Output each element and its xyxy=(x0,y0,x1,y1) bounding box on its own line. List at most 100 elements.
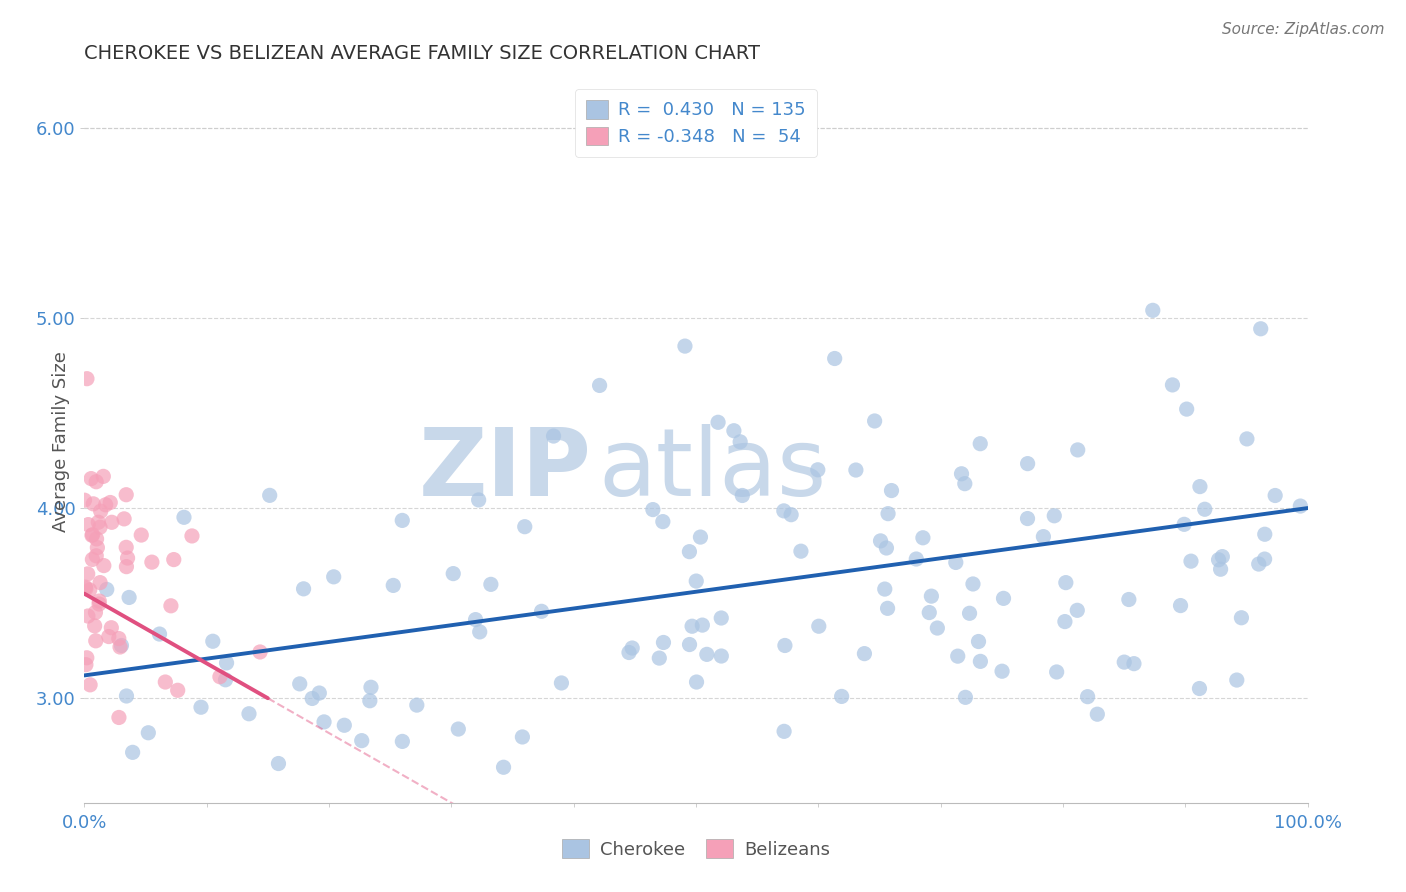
Point xyxy=(772,504,794,518)
Point xyxy=(648,651,671,665)
Point xyxy=(967,634,990,648)
Point xyxy=(1077,690,1099,704)
Point xyxy=(464,613,486,627)
Point xyxy=(115,559,138,574)
Point xyxy=(773,724,796,739)
Point xyxy=(82,497,104,511)
Point xyxy=(479,577,502,591)
Point xyxy=(399,806,422,821)
Point xyxy=(969,654,991,668)
Point xyxy=(1046,665,1069,679)
Point xyxy=(90,504,112,518)
Text: ZIP: ZIP xyxy=(419,425,592,516)
Point xyxy=(249,645,271,659)
Point xyxy=(1053,615,1076,629)
Point xyxy=(208,670,231,684)
Point xyxy=(181,529,204,543)
Point xyxy=(94,498,117,512)
Point xyxy=(945,556,967,570)
Point xyxy=(75,582,97,596)
Point xyxy=(1066,603,1088,617)
Point xyxy=(76,650,98,665)
Point xyxy=(678,544,700,558)
Point xyxy=(405,698,427,712)
Point xyxy=(696,648,718,662)
Point xyxy=(1250,322,1272,336)
Point xyxy=(160,599,183,613)
Point xyxy=(97,630,120,644)
Point xyxy=(155,675,177,690)
Point xyxy=(685,675,707,690)
Point xyxy=(946,649,969,664)
Point xyxy=(308,686,330,700)
Point xyxy=(1264,488,1286,502)
Point xyxy=(214,673,236,687)
Point xyxy=(807,619,830,633)
Point xyxy=(681,619,703,633)
Point xyxy=(91,469,114,483)
Point xyxy=(89,520,111,534)
Point xyxy=(215,656,238,670)
Point xyxy=(707,415,730,429)
Point xyxy=(115,689,138,703)
Point xyxy=(869,533,891,548)
Point xyxy=(1085,707,1108,722)
Point xyxy=(75,580,97,594)
Point xyxy=(80,528,103,542)
Point xyxy=(89,594,111,608)
Point xyxy=(1226,673,1249,687)
Point xyxy=(267,756,290,771)
Point xyxy=(359,694,381,708)
Point xyxy=(652,635,675,649)
Point xyxy=(710,611,733,625)
Point xyxy=(1175,402,1198,417)
Point xyxy=(100,621,122,635)
Text: CHEROKEE VS BELIZEAN AVERAGE FAMILY SIZE CORRELATION CHART: CHEROKEE VS BELIZEAN AVERAGE FAMILY SIZE… xyxy=(84,45,761,63)
Point xyxy=(1043,508,1066,523)
Point xyxy=(129,528,152,542)
Point xyxy=(89,575,111,590)
Point xyxy=(350,733,373,747)
Point xyxy=(1142,303,1164,318)
Point xyxy=(468,624,491,639)
Point xyxy=(959,607,981,621)
Point xyxy=(873,582,896,596)
Point xyxy=(969,436,991,450)
Point xyxy=(115,488,138,502)
Point xyxy=(1253,552,1275,566)
Point xyxy=(692,618,714,632)
Point xyxy=(93,558,115,573)
Point xyxy=(773,639,796,653)
Point xyxy=(1230,611,1253,625)
Point xyxy=(880,483,903,498)
Point xyxy=(360,680,382,694)
Point xyxy=(1161,378,1184,392)
Point xyxy=(467,492,489,507)
Point xyxy=(259,488,281,502)
Point xyxy=(953,476,976,491)
Point xyxy=(98,495,121,509)
Point xyxy=(621,640,644,655)
Point xyxy=(84,606,107,620)
Point xyxy=(543,429,565,443)
Point xyxy=(112,512,135,526)
Point xyxy=(905,552,928,566)
Point xyxy=(84,475,107,489)
Point xyxy=(513,519,536,533)
Point xyxy=(641,502,664,516)
Point xyxy=(685,574,707,588)
Point xyxy=(492,760,515,774)
Point xyxy=(100,516,122,530)
Point xyxy=(76,566,98,581)
Point xyxy=(673,339,696,353)
Point xyxy=(1173,517,1195,532)
Point xyxy=(292,582,315,596)
Point xyxy=(807,463,830,477)
Point xyxy=(617,646,640,660)
Point xyxy=(512,730,534,744)
Point xyxy=(1067,442,1090,457)
Point xyxy=(141,555,163,569)
Text: atlas: atlas xyxy=(598,425,827,516)
Point xyxy=(790,544,813,558)
Point xyxy=(689,530,711,544)
